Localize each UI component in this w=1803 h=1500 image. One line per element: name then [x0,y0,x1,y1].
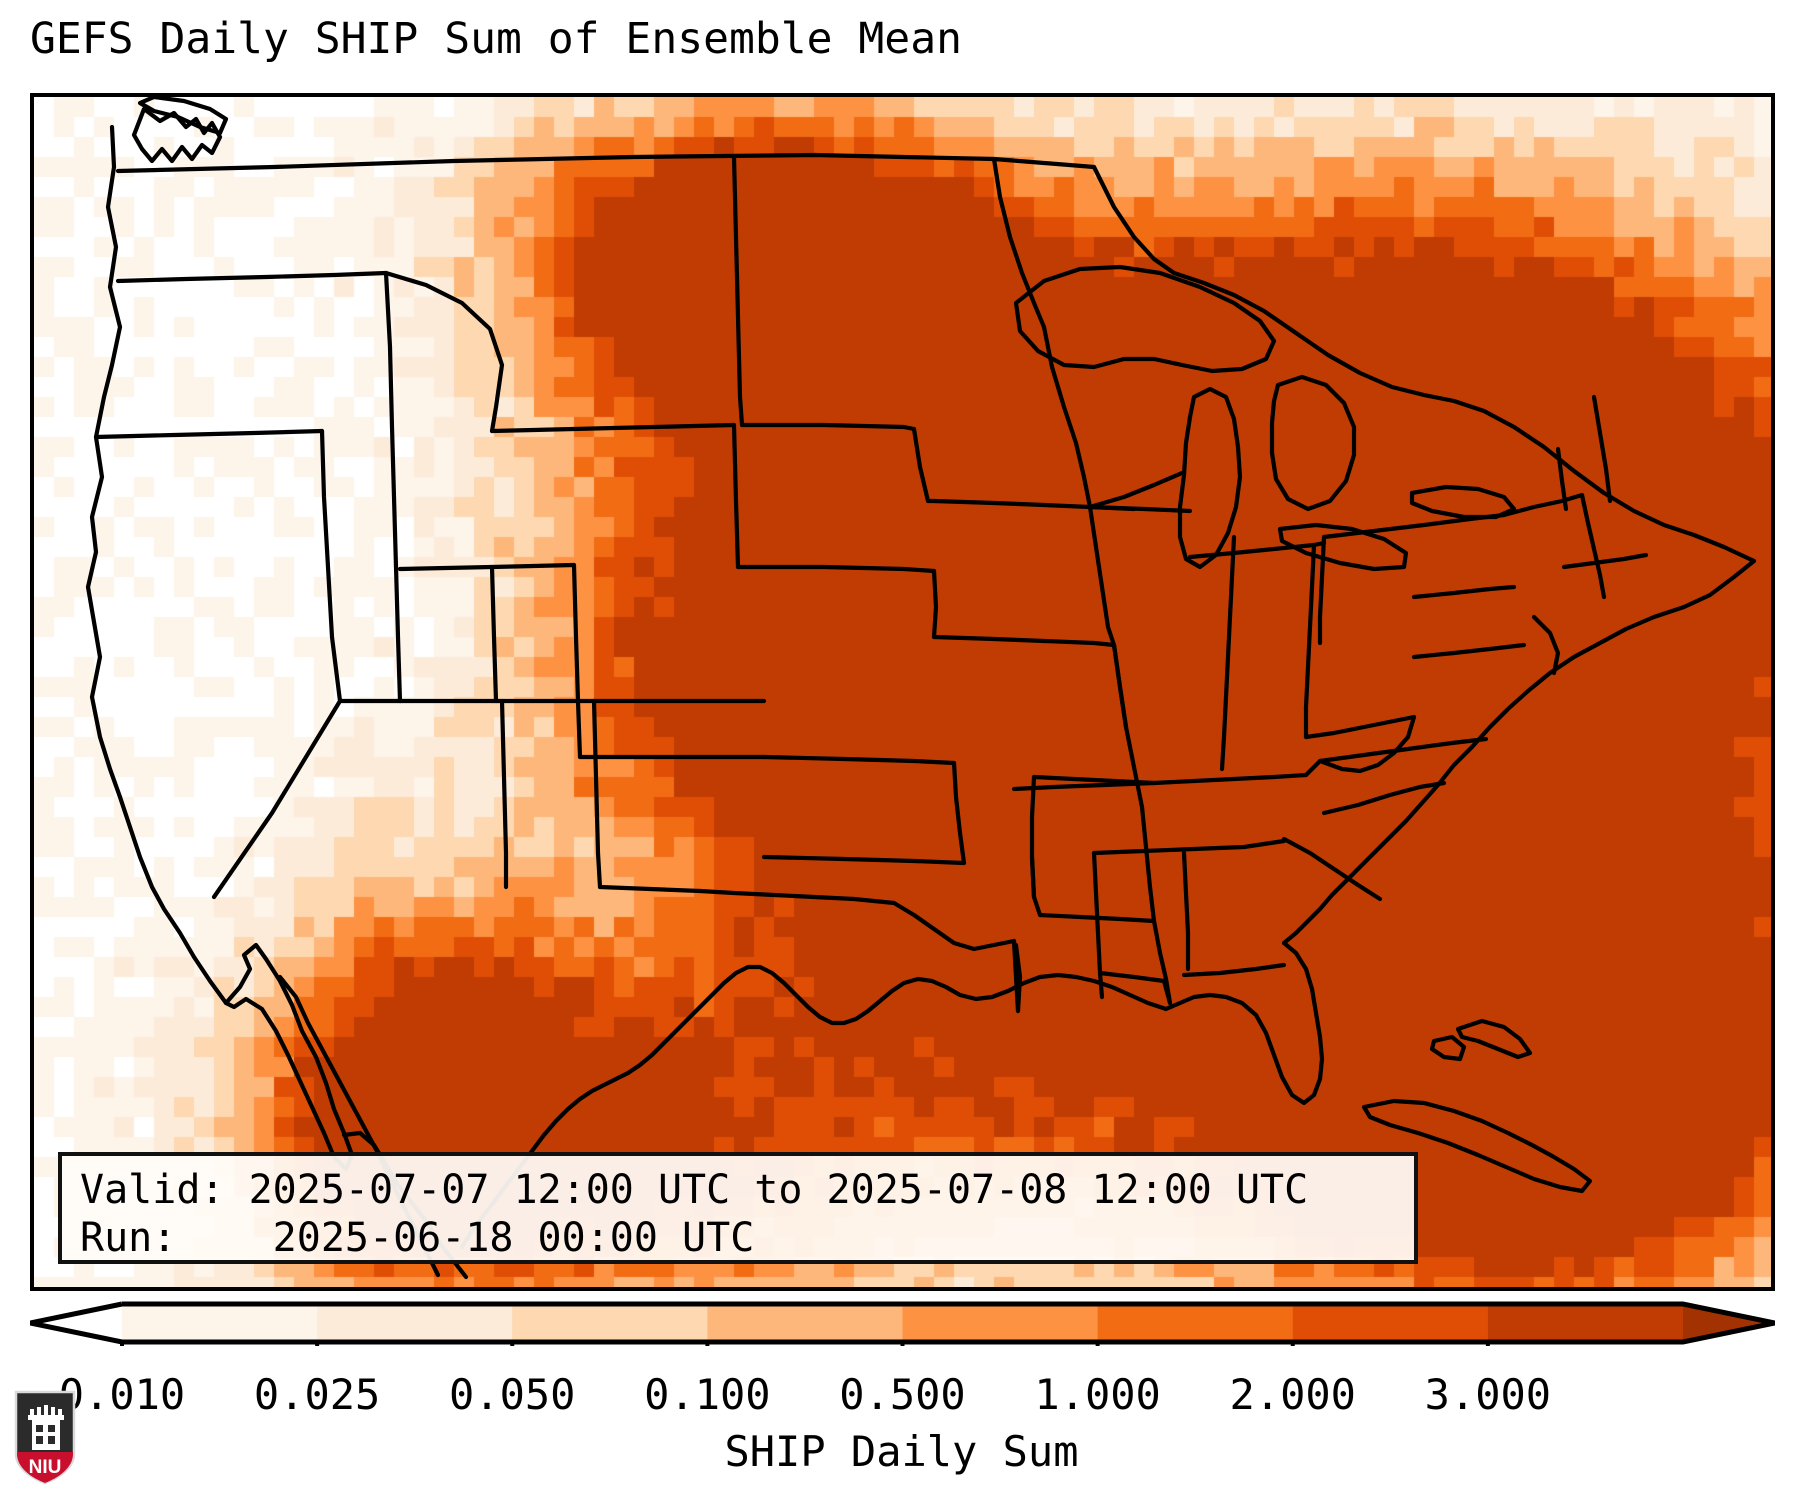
niu-shield-logo: NIU [14,1390,76,1485]
castle-tower [28,1405,64,1450]
colorbar-over-arrow [1683,1304,1775,1342]
colorbar-bands [122,1304,1684,1342]
colorbar-tick-label: 3.000 [1424,1370,1552,1419]
run-time-line: Run: 2025-06-18 00:00 UTC [80,1215,755,1261]
colorbar[interactable] [30,1300,1775,1346]
map-plot-area [30,93,1775,1291]
page-title: GEFS Daily SHIP Sum of Ensemble Mean [30,14,962,64]
colorbar-tick-label-group: 0.010 0.025 0.050 0.100 0.500 1.000 2.000 3.000 [0,1372,1803,1422]
colorbar-band [512,1304,708,1342]
niu-logo-svg: NIU [14,1390,76,1485]
castle-windows [36,1425,55,1444]
colorbar-tick-label: 0.100 [644,1370,771,1419]
colorbar-axis-title: SHIP Daily Sum [724,1427,1079,1476]
colorbar-band [707,1304,904,1342]
colorbar-under-arrow [30,1304,122,1342]
colorbar-band [1292,1304,1489,1342]
colorbar-outline [30,1301,1775,1345]
ship-daily-sum-heatmap-raster [34,97,1771,1287]
colorbar-tick-label: 0.025 [253,1370,381,1419]
colorbar-svg [30,1301,1775,1346]
colorbar-tick-label: 0.010 [58,1370,186,1419]
colorbar-band [1487,1304,1684,1342]
colorbar-tick-label: 0.050 [449,1370,576,1419]
colorbar-tick-marks [120,1342,1490,1346]
colorbar-tick-label: 2.000 [1229,1370,1356,1419]
forecast-info-box: Valid: 2025-07-07 12:00 UTC to 2025-07-0… [58,1152,1418,1264]
colorbar-tick-label: 1.000 [1034,1370,1161,1419]
colorbar-band [902,1304,1099,1342]
colorbar-tick-label: 0.500 [839,1370,966,1419]
colorbar-band [122,1304,318,1342]
colorbar-band [1097,1304,1294,1342]
niu-logo-text: NIU [29,1457,62,1478]
valid-time-line: Valid: 2025-07-07 12:00 UTC to 2025-07-0… [80,1167,1309,1213]
shield-red-band [17,1452,73,1483]
colorbar-band [317,1304,513,1342]
